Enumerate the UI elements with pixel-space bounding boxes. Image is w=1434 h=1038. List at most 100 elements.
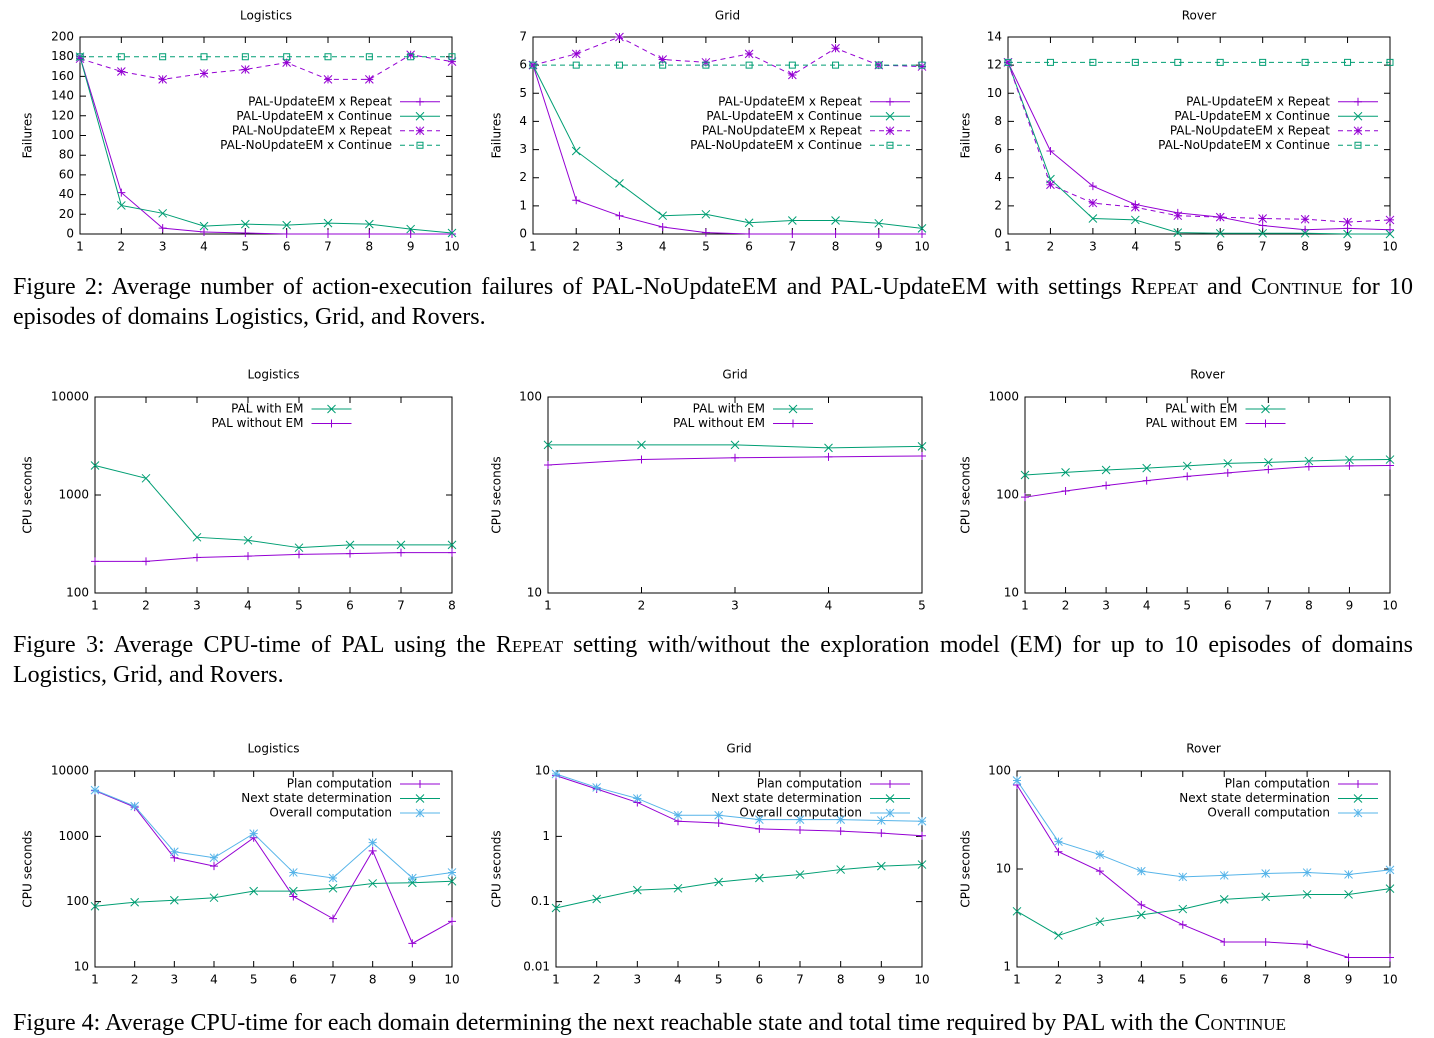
y-tick-label: 10 <box>996 862 1011 876</box>
data-point <box>240 219 250 229</box>
y-tick-label: 1000 <box>988 390 1019 404</box>
legend-label: PAL-UpdateEM x Repeat <box>718 94 862 108</box>
plot-frame <box>1007 36 1391 235</box>
x-tick-label: 7 <box>397 599 405 613</box>
data-point <box>447 228 457 238</box>
data-point <box>1219 871 1229 880</box>
x-tick-label: 3 <box>193 599 201 613</box>
chart-title: Grid <box>715 9 740 23</box>
caption-text: for 10 episodes of domains Logistics, Gr… <box>13 274 1413 330</box>
chart-title: Logistics <box>240 9 292 23</box>
data-point <box>658 211 668 221</box>
data-point <box>730 440 740 450</box>
x-tick-label: 3 <box>159 240 167 254</box>
data-point <box>874 218 884 228</box>
data-point <box>200 228 208 237</box>
x-tick-label: 6 <box>283 240 291 254</box>
y-axis-label: CPU seconds <box>490 456 504 533</box>
data-point <box>1137 900 1146 909</box>
x-tick-label: 2 <box>1055 973 1063 987</box>
x-tick-label: 4 <box>1143 599 1151 613</box>
data-point <box>1385 884 1395 894</box>
data-point <box>117 188 126 197</box>
y-tick-label: 7 <box>519 30 527 44</box>
data-point <box>551 769 561 779</box>
data-point <box>1054 847 1063 856</box>
data-point <box>1020 470 1030 480</box>
series-line <box>1024 459 1391 476</box>
caption-text: Continue <box>1250 274 1343 300</box>
legend-marker <box>1354 141 1362 149</box>
data-point <box>75 54 85 64</box>
data-point <box>1386 461 1394 470</box>
y-tick-label: 100 <box>988 764 1011 778</box>
data-point <box>1142 463 1152 473</box>
x-tick-label: 3 <box>171 973 179 987</box>
legend-label: PAL with EM <box>1165 402 1237 416</box>
legend-marker <box>1353 808 1363 818</box>
data-point <box>1021 493 1029 502</box>
data-point <box>1220 937 1229 946</box>
y-tick-label: 60 <box>59 167 74 181</box>
data-point <box>1261 869 1271 878</box>
y-tick-label: 100 <box>51 128 74 142</box>
series-line <box>79 56 453 234</box>
legend-marker <box>416 141 424 149</box>
data-point <box>745 61 753 69</box>
chart-title: Grid <box>726 742 751 756</box>
data-point <box>447 57 457 66</box>
data-point <box>159 53 167 61</box>
data-point <box>397 548 405 557</box>
x-tick-label: 1 <box>1004 240 1012 254</box>
series-line <box>94 789 453 879</box>
data-point <box>448 917 456 926</box>
data-point <box>917 816 927 826</box>
data-point <box>1258 221 1267 230</box>
data-point <box>368 879 378 888</box>
data-point <box>836 865 846 874</box>
x-tick-label: 1 <box>1021 599 1029 613</box>
data-point <box>701 209 711 219</box>
legend-label: Next state determination <box>711 791 862 805</box>
data-point <box>1344 58 1352 66</box>
legend-marker <box>415 794 425 803</box>
data-point <box>1136 866 1146 876</box>
y-axis-label: Failures <box>959 113 973 159</box>
chart-title: Rover <box>1186 742 1221 756</box>
data-point <box>158 224 167 233</box>
data-point <box>788 230 797 238</box>
data-point <box>1046 180 1055 190</box>
data-point <box>1095 867 1104 876</box>
y-tick-label: 40 <box>59 187 74 201</box>
plot-frame <box>555 770 923 968</box>
x-tick-label: 10 <box>1382 599 1397 613</box>
series-line <box>1007 62 1391 231</box>
data-point <box>714 877 724 887</box>
chart-title: Logistics <box>248 368 300 382</box>
y-tick-label: 0 <box>994 227 1002 241</box>
caption: Figure 4: Average CPU-time for each doma… <box>13 1008 1413 1038</box>
y-tick-label: 10 <box>987 86 1002 100</box>
data-point <box>1343 217 1352 227</box>
data-point <box>1345 461 1354 470</box>
data-point <box>744 218 754 228</box>
y-tick-label: 100 <box>66 586 89 600</box>
legend-label: Next state determination <box>241 791 392 805</box>
x-tick-label: 1 <box>552 973 560 987</box>
data-point <box>615 32 624 42</box>
y-tick-label: 10 <box>1004 586 1019 600</box>
data-point <box>447 868 457 877</box>
x-tick-label: 9 <box>1346 599 1354 613</box>
data-point <box>701 228 710 237</box>
data-point <box>1088 198 1098 208</box>
data-point <box>875 61 883 69</box>
caption-text: and <box>1197 274 1251 300</box>
data-point <box>836 827 845 836</box>
data-point <box>1095 917 1105 927</box>
y-tick-label: 1 <box>542 829 550 843</box>
data-point <box>289 892 298 901</box>
y-tick-label: 10000 <box>51 764 89 778</box>
data-point <box>572 196 581 205</box>
data-point <box>731 453 739 462</box>
